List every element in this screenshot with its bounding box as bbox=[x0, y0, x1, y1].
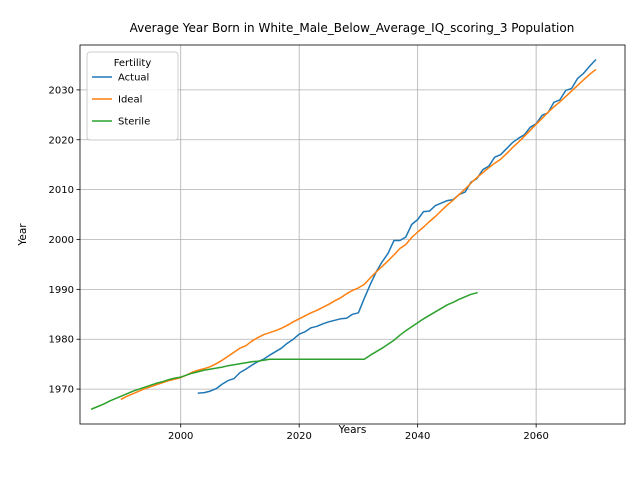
x-axis-label: Years bbox=[338, 424, 367, 436]
series-line-actual bbox=[197, 58, 597, 394]
y-axis-ticks: 1970 1980 1990 2000 2010 2020 2030 bbox=[49, 85, 80, 396]
y-tick-label: 2020 bbox=[49, 135, 74, 146]
y-tick-label: 2010 bbox=[49, 185, 74, 196]
legend-box bbox=[86, 51, 179, 141]
y-axis-label: Year bbox=[17, 223, 29, 247]
y-tick-label: 2030 bbox=[49, 85, 74, 96]
y-tick-label: 1970 bbox=[49, 385, 74, 396]
legend: Fertility Actual Ideal Sterile bbox=[86, 51, 179, 141]
legend-label-sterile: Sterile bbox=[118, 117, 150, 128]
y-tick-label: 2000 bbox=[49, 235, 74, 246]
x-tick-label: 2040 bbox=[405, 431, 430, 442]
series-line-sterile bbox=[90, 291, 478, 410]
x-tick-label: 2020 bbox=[286, 431, 311, 442]
legend-label-actual: Actual bbox=[118, 73, 149, 84]
x-tick-label: 2060 bbox=[523, 431, 548, 442]
series-line-ideal bbox=[120, 68, 597, 401]
series-lines bbox=[90, 58, 597, 410]
plot-area-frame bbox=[79, 44, 626, 425]
x-tick-label: 2000 bbox=[168, 431, 193, 442]
chart-title: Average Year Born in White_Male_Below_Av… bbox=[130, 21, 575, 35]
y-tick-label: 1990 bbox=[49, 285, 74, 296]
legend-title: Fertility bbox=[114, 58, 152, 69]
x-axis-ticks: 2000 2020 2040 2060 bbox=[168, 424, 549, 442]
y-tick-label: 1980 bbox=[49, 335, 74, 346]
legend-label-ideal: Ideal bbox=[118, 95, 142, 106]
grid-lines bbox=[80, 45, 625, 424]
